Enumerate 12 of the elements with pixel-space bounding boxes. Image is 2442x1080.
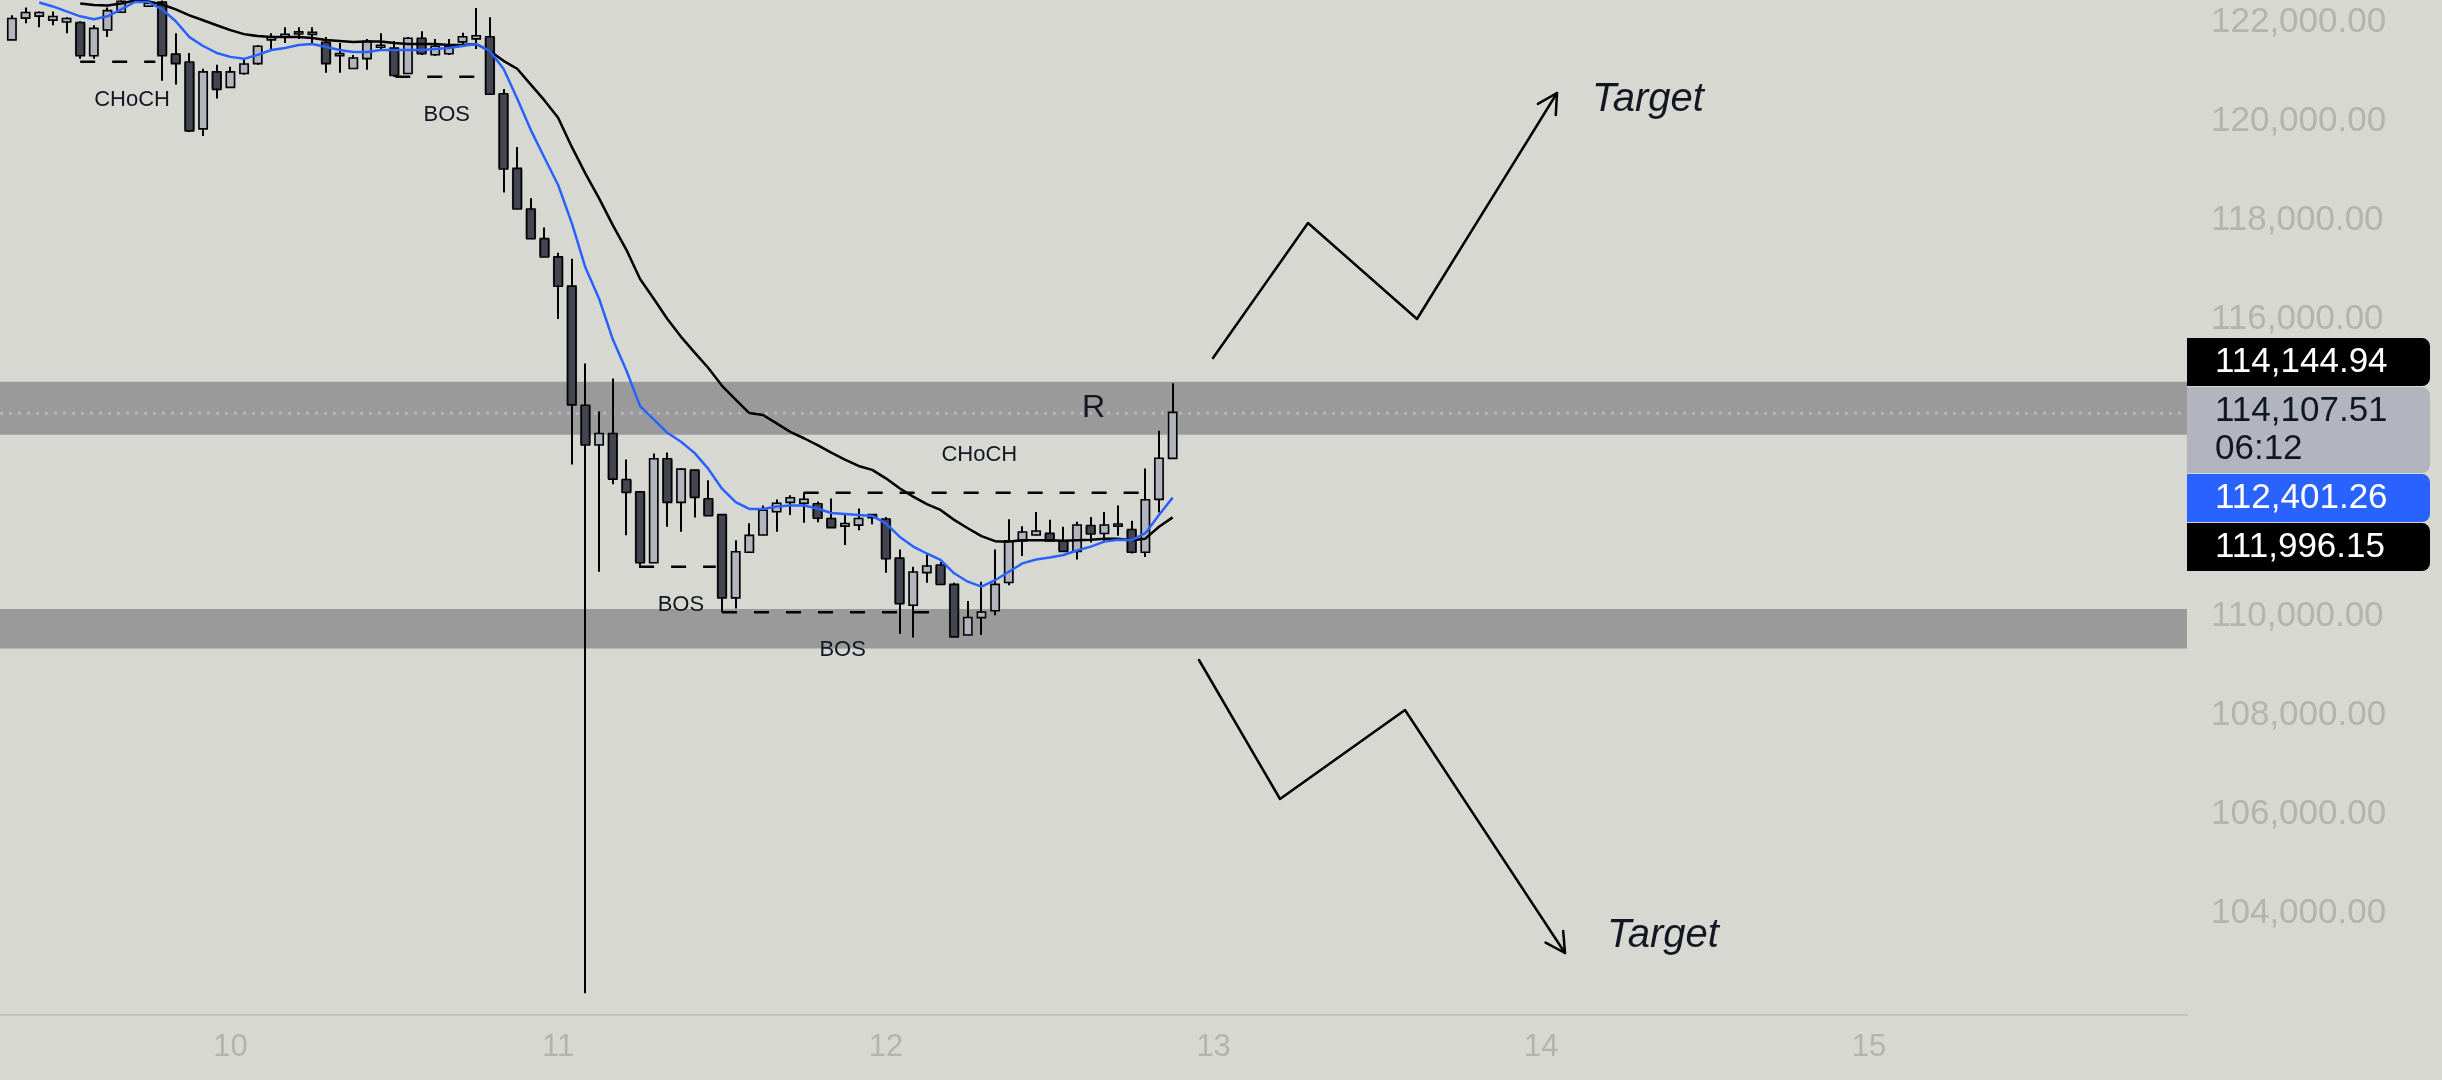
annotation: Target [1607,911,1721,956]
annotation: BOS [423,100,470,126]
band-label: R [1081,388,1106,425]
annotation: Target [1592,75,1706,120]
annotation: CHoCH [94,85,170,111]
annotation: CHoCH [941,440,1018,466]
text: 112,401.26 [2215,476,2388,516]
text: 111,996.15 [2215,525,2385,565]
text: 114,144.94 [2215,340,2388,380]
annotation: BOS [657,590,705,616]
ref-line-label: 114,107.51 06:12 [2215,389,2388,467]
annotation: BOS [819,636,866,662]
